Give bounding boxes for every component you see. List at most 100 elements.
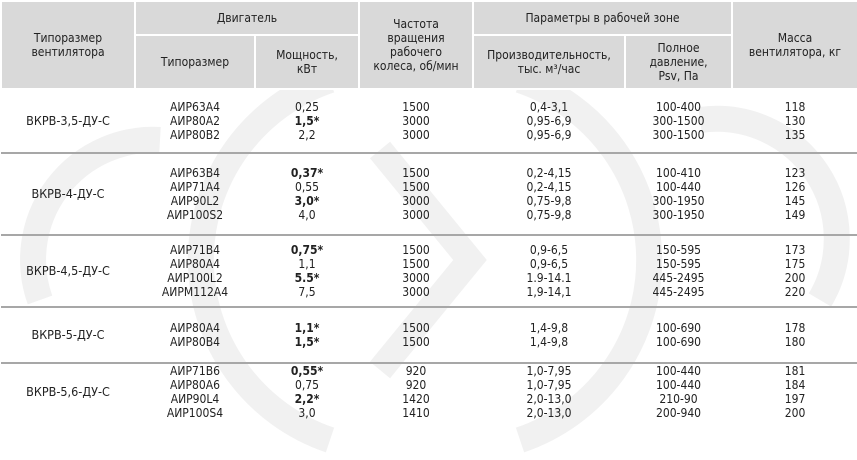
motor-type: АИР90L4 xyxy=(170,392,220,406)
mass-value: 181 xyxy=(784,364,806,378)
pressure-value: 445-2495 xyxy=(652,285,705,299)
mass-value: 135 xyxy=(784,128,806,142)
header-speed: Частота вращения рабочего колеса, об/мин xyxy=(358,0,474,90)
mass-value: 197 xyxy=(784,392,806,406)
pressure-value: 100-690 xyxy=(655,335,702,349)
mass-value: 145 xyxy=(784,194,806,208)
speed-value: 1500 xyxy=(402,243,430,257)
motor-type: АИР71В4 xyxy=(170,243,220,257)
pressure-list: 150-595 150-595 445-2495 445-2495 xyxy=(625,234,733,307)
capacity-value: 0,2-4,15 xyxy=(526,180,572,194)
motor-type-list: АИР63А4 АИР80А2 АИР80В2 xyxy=(135,88,255,153)
capacity-list: 0,9-6,5 0,9-6,5 1.9-14.1 1,9-14,1 xyxy=(473,234,625,307)
capacity-value: 1,9-14,1 xyxy=(526,285,572,299)
mass-value: 178 xyxy=(784,321,806,335)
capacity-list: 1,0-7,95 1,0-7,95 2,0-13,0 2,0-13,0 xyxy=(473,362,625,420)
speed-value: 3000 xyxy=(402,271,430,285)
mass-value: 180 xyxy=(784,335,806,349)
pressure-value: 300-1500 xyxy=(652,114,705,128)
capacity-value: 0,75-9,8 xyxy=(526,208,572,222)
speed-value: 1500 xyxy=(402,180,430,194)
pressure-value: 150-595 xyxy=(655,257,702,271)
motor-type-list: АИР63В4 АИР71А4 АИР90L2 АИР100S2 xyxy=(135,152,255,235)
motor-type: АИР80В2 xyxy=(170,128,220,142)
speed-value: 1410 xyxy=(402,406,430,420)
motor-type: АИРМ112А4 xyxy=(161,285,229,299)
motor-power: 1,1 xyxy=(298,257,316,271)
motor-power-list: 0,55* 0,75 2,2* 3,0 xyxy=(255,362,359,420)
motor-power-list: 0,25 1,5* 2,2 xyxy=(255,88,359,153)
speed-value: 3000 xyxy=(402,285,430,299)
capacity-value: 1,0-7,95 xyxy=(526,364,572,378)
capacity-value: 0,95-6,9 xyxy=(526,128,572,142)
speed-value: 1500 xyxy=(402,166,430,180)
motor-type: АИР80А6 xyxy=(170,378,220,392)
speed-value: 3000 xyxy=(402,194,430,208)
header-mass: Масса вентилятора, кг xyxy=(731,0,857,90)
mass-value: 118 xyxy=(784,100,806,114)
motor-type: АИР71В6 xyxy=(170,364,220,378)
motor-type: АИР80А4 xyxy=(170,321,220,335)
motor-power: 0,37* xyxy=(290,166,324,180)
motor-type-list: АИР71В4 АИР80А4 АИР100L2 АИРМ112А4 xyxy=(135,234,255,307)
capacity-value: 1.9-14.1 xyxy=(526,271,572,285)
speed-value: 920 xyxy=(405,378,427,392)
header-motor: Двигатель xyxy=(134,0,360,36)
motor-power-list: 0,75* 1,1 5.5* 7,5 xyxy=(255,234,359,307)
pressure-list: 100-400 300-1500 300-1500 xyxy=(625,88,733,153)
speed-value: 1420 xyxy=(402,392,430,406)
motor-power: 0,25 xyxy=(294,100,320,114)
mass-list: 118 130 135 xyxy=(732,88,857,153)
capacity-value: 1,4-9,8 xyxy=(529,335,569,349)
motor-power: 1,5* xyxy=(294,335,320,349)
motor-type: АИР80А4 xyxy=(170,257,220,271)
motor-type-list: АИР80А4 АИР80В4 xyxy=(135,306,255,363)
pressure-value: 210-90 xyxy=(659,392,698,406)
capacity-value: 0,9-6,5 xyxy=(529,257,569,271)
speed-value: 3000 xyxy=(402,128,430,142)
pressure-value: 100-440 xyxy=(655,378,702,392)
pressure-value: 100-400 xyxy=(655,100,702,114)
capacity-list: 0,4-3,1 0,95-6,9 0,95-6,9 xyxy=(473,88,625,153)
motor-power: 7,5 xyxy=(298,285,316,299)
pressure-value: 300-1500 xyxy=(652,128,705,142)
speed-list: 1500 1500 3000 3000 xyxy=(359,152,473,235)
capacity-value: 0,2-4,15 xyxy=(526,166,572,180)
header-capacity: Производительность, тыс. м³/час xyxy=(472,34,626,90)
mass-list: 173 175 200 220 xyxy=(732,234,857,307)
pressure-value: 100-410 xyxy=(655,166,702,180)
header-pressure: Полное давление, Psv, Па xyxy=(623,34,734,90)
capacity-list: 0,2-4,15 0,2-4,15 0,75-9,8 0,75-9,8 xyxy=(473,152,625,235)
speed-value: 1500 xyxy=(402,100,430,114)
capacity-value: 0,95-6,9 xyxy=(526,114,572,128)
pressure-value: 100-440 xyxy=(655,180,702,194)
motor-power: 0,55 xyxy=(294,180,320,194)
mass-value: 175 xyxy=(784,257,806,271)
motor-type: АИР100S4 xyxy=(166,406,224,420)
table-row: ВКРВ-3,5-ДУ-С АИР63А4 АИР80А2 АИР80В2 0,25 1,… xyxy=(1,88,857,153)
pressure-list: 100-410 100-440 300-1950 300-1950 xyxy=(625,152,733,235)
pressure-value: 100-690 xyxy=(655,321,702,335)
speed-value: 3000 xyxy=(402,114,430,128)
speed-list: 1500 1500 3000 3000 xyxy=(359,234,473,307)
motor-type: АИР71А4 xyxy=(170,180,220,194)
fan-model: ВКРВ-5,6-ДУ-С xyxy=(1,362,135,420)
mass-value: 123 xyxy=(784,166,806,180)
motor-type: АИР80А2 xyxy=(170,114,220,128)
motor-power: 2,2 xyxy=(298,128,316,142)
capacity-value: 0,4-3,1 xyxy=(529,100,569,114)
mass-value: 126 xyxy=(784,180,806,194)
fan-model: ВКРВ-3,5-ДУ-С xyxy=(1,88,135,153)
speed-value: 1500 xyxy=(402,321,430,335)
motor-type: АИР100S2 xyxy=(166,208,224,222)
table-body: ВКРВ-3,5-ДУ-С АИР63А4 АИР80А2 АИР80В2 0,25 1,… xyxy=(1,88,857,420)
motor-power-list: 0,37* 0,55 3,0* 4,0 xyxy=(255,152,359,235)
pressure-value: 300-1950 xyxy=(652,194,705,208)
motor-power-list: 1,1* 1,5* xyxy=(255,306,359,363)
speed-value: 1500 xyxy=(402,257,430,271)
mass-list: 181 184 197 200 xyxy=(732,362,857,420)
table-row: ВКРВ-5-ДУ-С АИР80А4 АИР80В4 1,1* 1,5* 1500 150… xyxy=(1,306,857,363)
fan-model: ВКРВ-4-ДУ-С xyxy=(1,152,135,235)
mass-list: 178 180 xyxy=(732,306,857,363)
motor-power: 2,2* xyxy=(294,392,320,406)
